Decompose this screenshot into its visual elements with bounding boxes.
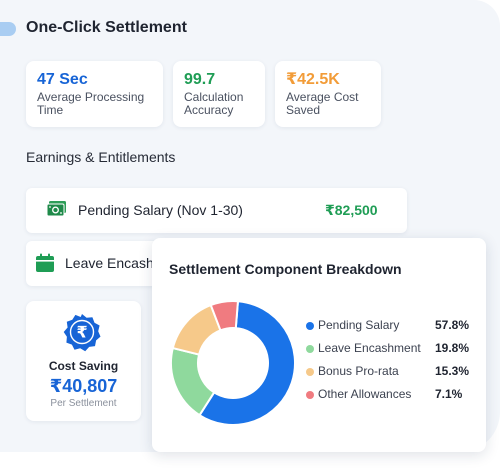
banknote-icon — [46, 200, 68, 223]
stat-value: ₹42.5K — [286, 71, 340, 88]
calendar-icon — [35, 253, 55, 278]
legend-item: Bonus Pro-rata 15.3% — [304, 364, 474, 387]
stat-value: 47 Sec — [37, 71, 88, 88]
stat-label: Calculation Accuracy — [184, 91, 255, 117]
saving-value: ₹40,807 — [49, 376, 118, 396]
stat-label: Average Cost Saved — [286, 91, 371, 117]
legend-dot — [306, 368, 314, 376]
donut-slice-other-allowances — [209, 300, 240, 332]
row-label: Leave Encash — [65, 255, 154, 271]
saving-subtitle: Per Settlement — [50, 398, 117, 409]
legend-percent: 19.8% — [435, 341, 470, 355]
page-title: One-Click Settlement — [26, 19, 187, 36]
stat-label-line1: Calculation — [184, 90, 244, 104]
earnings-row-pending-salary[interactable]: Pending Salary (Nov 1-30) ₹82,500 — [26, 188, 407, 233]
settlement-breakdown-card: Settlement Component Breakdown Pending S… — [152, 238, 486, 452]
legend-label: Bonus Pro-rata — [318, 364, 399, 378]
stat-label-line1: Average Cost — [286, 90, 359, 104]
legend-item: Pending Salary 57.8% — [304, 318, 474, 341]
donut-chart — [170, 300, 296, 426]
row-label: Pending Salary (Nov 1-30) — [78, 202, 243, 218]
legend-dot — [306, 322, 314, 330]
stat-value: 99.7 — [184, 71, 216, 88]
donut-slice-pending-salary — [198, 300, 296, 426]
stat-card-cost-saved: ₹42.5K Average Cost Saved — [275, 61, 381, 127]
stat-label-line2: Time — [37, 103, 64, 117]
earnings-row-leave-encashment[interactable]: Leave Encash — [26, 241, 176, 286]
legend-label: Other Allowances — [318, 387, 412, 401]
breakdown-title: Settlement Component Breakdown — [169, 261, 402, 277]
legend-percent: 15.3% — [435, 364, 470, 378]
rupee-badge-icon: ₹ — [62, 312, 102, 352]
stat-card-processing-time: 47 Sec Average Processing Time — [26, 61, 163, 127]
stat-label-line1: Average Processing — [37, 90, 145, 104]
legend-dot — [306, 391, 314, 399]
stat-label-line2: Saved — [286, 103, 321, 117]
stat-card-accuracy: 99.7 Calculation Accuracy — [173, 61, 265, 127]
title-accent-bar — [0, 22, 16, 36]
legend-percent: 7.1% — [435, 387, 463, 401]
saving-title: Cost Saving — [48, 359, 119, 373]
legend-item: Leave Encashment 19.8% — [304, 341, 474, 364]
legend-item: Other Allowances 7.1% — [304, 387, 474, 410]
legend-percent: 57.8% — [435, 318, 470, 332]
stat-label-line2: Accuracy — [184, 103, 234, 117]
stat-label: Average Processing Time — [37, 91, 153, 117]
row-value: ₹82,500 — [325, 202, 378, 218]
legend-dot — [306, 345, 314, 353]
section-title: Earnings & Entitlements — [26, 149, 176, 165]
svg-text:₹: ₹ — [76, 323, 87, 342]
legend-label: Leave Encashment — [318, 341, 421, 355]
cost-saving-card: ₹ Cost Saving ₹40,807 Per Settlement — [26, 301, 141, 421]
legend-label: Pending Salary — [318, 318, 400, 332]
chart-legend: Pending Salary 57.8% Leave Encashment 19.8%… — [304, 318, 474, 410]
